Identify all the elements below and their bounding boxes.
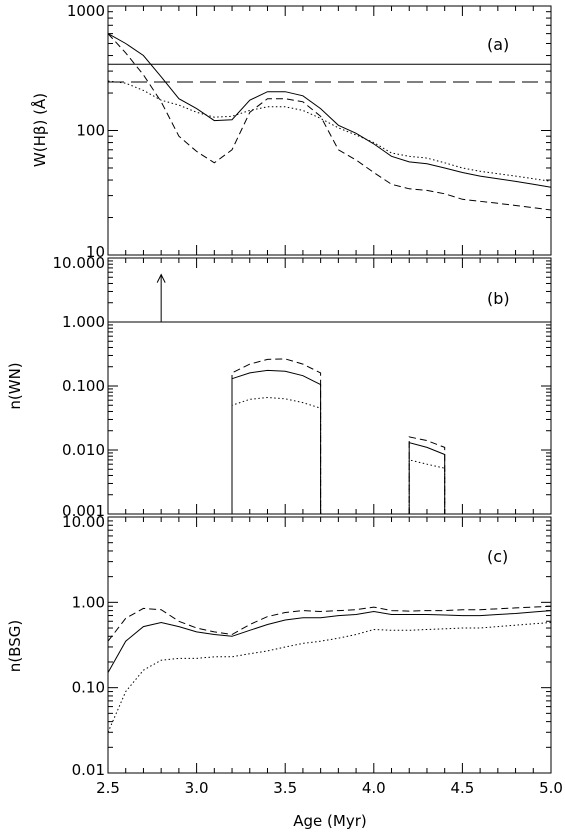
panel-c-ticks: 0.01 0.10 1.00 10.00 2.5 3.0 3.5 4.0 4.5 5.0 bbox=[62, 513, 563, 797]
panel-c-ytick-label: 10.00 bbox=[62, 513, 105, 531]
panel-a-ylabel: W(Hβ) (Å) bbox=[30, 93, 49, 167]
x-axis-title: Age (Myr) bbox=[293, 812, 366, 830]
panel-a-ytick-label: 1000 bbox=[67, 2, 105, 20]
panel-b-frame bbox=[107, 257, 552, 515]
panel-c-ytick-label: 0.01 bbox=[72, 761, 105, 779]
panel-a-series-1-solid bbox=[107, 33, 552, 188]
panel-a-frame bbox=[107, 5, 552, 256]
x-tick-label: 3.5 bbox=[273, 779, 297, 797]
panel-a-ticks: 10 100 1000 bbox=[67, 2, 552, 261]
panel-b-series-1-solid bbox=[231, 369, 322, 514]
panel-a-ytick-label: 100 bbox=[76, 122, 105, 140]
panel-c-series-3-dotted bbox=[107, 622, 552, 733]
panel-b-series bbox=[108, 273, 551, 514]
arrow-head bbox=[156, 273, 166, 283]
panel-b-series-4-solid bbox=[408, 442, 446, 514]
panel-b-series-6-dotted bbox=[408, 459, 446, 514]
panel-a-series-3-dotted bbox=[107, 80, 552, 182]
x-tick-label: 3.0 bbox=[185, 779, 209, 797]
panel-a: 10 100 1000 (a) W(Hβ) (Å) bbox=[30, 2, 552, 261]
panel-b-series-3-dotted bbox=[231, 396, 322, 514]
panel-c-ytick-label: 1.00 bbox=[72, 593, 105, 611]
panel-a-series-2-dashed bbox=[107, 33, 552, 211]
panel-b-label: (b) bbox=[487, 289, 510, 308]
x-tick-label: 5.0 bbox=[539, 779, 563, 797]
panel-b-series-2-dashed bbox=[231, 358, 322, 514]
panel-b: 0.001 0.010 0.100 1.000 10.000 (b) n(WN) bbox=[6, 254, 552, 520]
panel-b-series-5-dashed bbox=[408, 436, 446, 514]
panel-a-ytick-label: 10 bbox=[86, 243, 105, 261]
panel-a-series bbox=[107, 33, 552, 211]
panel-c-frame bbox=[107, 516, 552, 774]
panel-b-ticks: 0.001 0.010 0.100 1.000 10.000 bbox=[53, 254, 552, 520]
x-tick-label: 4.5 bbox=[450, 779, 474, 797]
panel-c-ytick-label: 0.10 bbox=[72, 679, 105, 697]
x-tick-label: 2.5 bbox=[96, 779, 120, 797]
panel-b-ytick-label: 10.000 bbox=[53, 254, 106, 272]
panel-c-series-2-dashed bbox=[107, 605, 552, 642]
panel-c-series bbox=[107, 605, 552, 733]
panel-c-label: (c) bbox=[487, 547, 508, 566]
panel-b-ylabel: n(WN) bbox=[6, 362, 24, 409]
x-tick-label: 4.0 bbox=[362, 779, 386, 797]
panel-b-ytick-label: 1.000 bbox=[62, 313, 105, 331]
panel-a-label: (a) bbox=[487, 35, 509, 54]
panel-c-ylabel: n(BSG) bbox=[6, 620, 24, 672]
panel-b-ytick-label: 0.100 bbox=[62, 377, 105, 395]
panel-c-series-1-solid bbox=[107, 610, 552, 673]
panel-b-ytick-label: 0.001 bbox=[62, 502, 105, 520]
panel-b-ytick-label: 0.010 bbox=[62, 441, 105, 459]
